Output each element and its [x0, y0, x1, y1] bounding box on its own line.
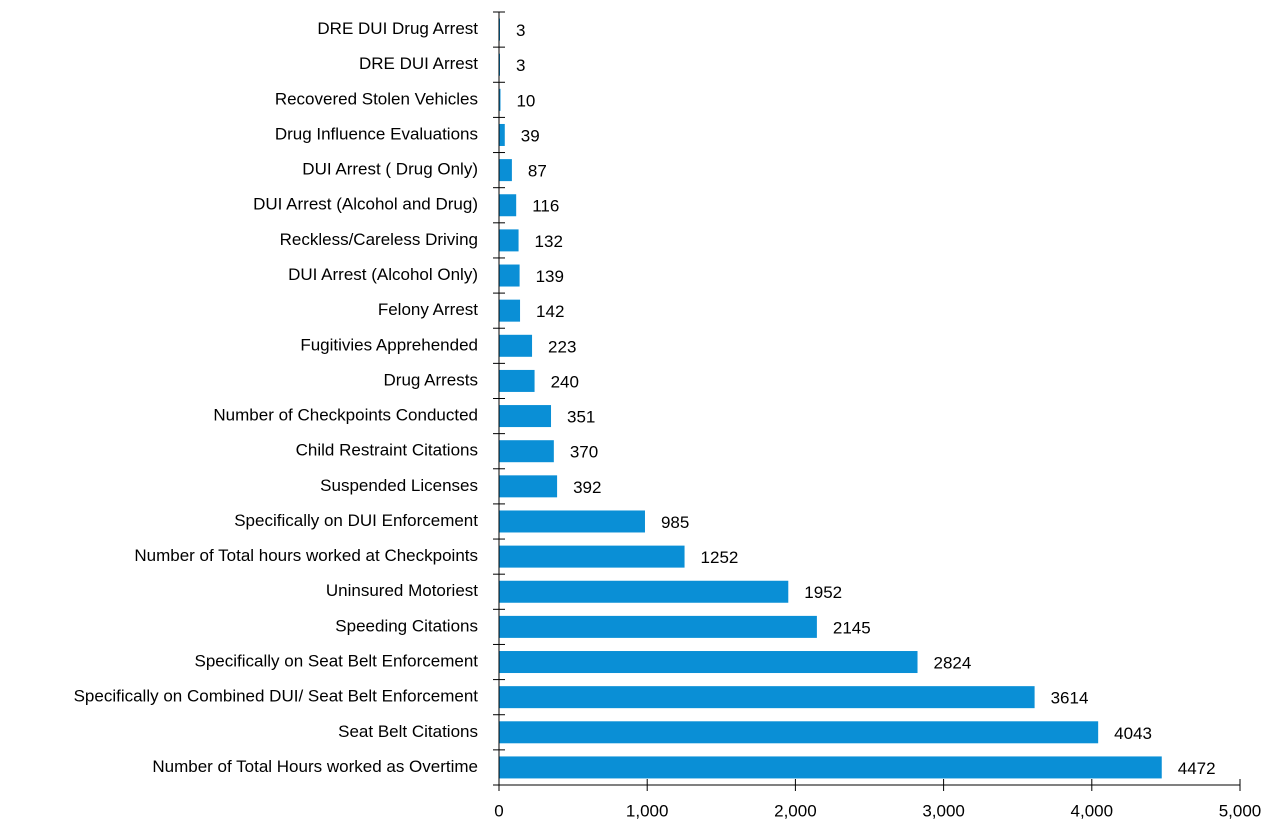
category-label: DRE DUI Arrest	[359, 54, 478, 73]
bar	[499, 440, 554, 463]
category-label: Child Restraint Citations	[296, 441, 478, 460]
value-label: 4472	[1178, 759, 1216, 778]
value-label: 10	[516, 91, 535, 110]
category-label: Seat Belt Citations	[338, 722, 478, 741]
value-label: 1952	[804, 583, 842, 602]
axes-layer	[493, 11, 1241, 791]
value-label: 4043	[1114, 724, 1152, 743]
value-label: 116	[532, 197, 559, 216]
category-label: DUI Arrest (Alcohol Only)	[288, 265, 478, 284]
bar	[499, 475, 558, 498]
bar	[499, 369, 535, 392]
bar	[499, 159, 512, 182]
value-label: 392	[573, 478, 601, 497]
bar	[499, 264, 520, 287]
category-label: Suspended Licenses	[320, 476, 478, 495]
value-label: 142	[536, 302, 564, 321]
bar	[499, 405, 552, 428]
bar	[499, 510, 645, 533]
x-tick-label: 5,000	[1219, 801, 1262, 820]
category-label: Drug Influence Evaluations	[275, 124, 478, 143]
bar	[499, 299, 521, 322]
value-label: 39	[521, 126, 540, 145]
bar	[499, 615, 817, 638]
bar	[499, 721, 1099, 744]
bar	[499, 580, 789, 603]
value-label: 139	[536, 267, 564, 286]
x-tick-label: 1,000	[626, 801, 669, 820]
category-label: Specifically on Seat Belt Enforcement	[195, 652, 479, 671]
value-label: 370	[570, 443, 598, 462]
category-label: Drug Arrests	[384, 370, 478, 389]
labels-layer: DRE DUI Drug Arrest 3 DRE DUI Arrest 3 Recov…	[74, 19, 1262, 820]
category-label: Uninsured Motoriest	[326, 581, 478, 600]
x-tick-label: 3,000	[922, 801, 965, 820]
bars-layer	[499, 18, 1162, 779]
category-label: Reckless/Careless Driving	[280, 230, 478, 249]
category-label: Fugitivies Apprehended	[300, 335, 478, 354]
category-label: Number of Total Hours worked as Overtime	[152, 757, 478, 776]
value-label: 1252	[701, 548, 739, 567]
value-label: 985	[661, 513, 689, 532]
category-label: Felony Arrest	[378, 300, 478, 319]
value-label: 3	[516, 21, 525, 40]
category-label: DUI Arrest ( Drug Only)	[302, 160, 478, 179]
value-label: 132	[535, 232, 563, 251]
x-tick-label: 0	[494, 801, 503, 820]
x-tick-label: 2,000	[774, 801, 817, 820]
value-label: 3614	[1051, 689, 1089, 708]
value-label: 87	[528, 162, 547, 181]
bar	[499, 545, 685, 568]
category-label: Number of Checkpoints Conducted	[213, 406, 478, 425]
category-label: Specifically on DUI Enforcement	[234, 511, 478, 530]
category-label: Number of Total hours worked at Checkpoi…	[134, 546, 478, 565]
value-label: 3	[516, 56, 525, 75]
value-label: 240	[551, 372, 579, 391]
category-label: Specifically on Combined DUI/ Seat Belt …	[74, 687, 479, 706]
bar	[499, 123, 505, 146]
value-label: 351	[567, 408, 595, 427]
category-label: DUI Arrest (Alcohol and Drug)	[253, 195, 478, 214]
bar	[499, 194, 517, 217]
bar	[499, 651, 918, 674]
value-label: 223	[548, 337, 576, 356]
bar	[499, 686, 1035, 709]
bar	[499, 334, 533, 357]
bar	[499, 756, 1162, 779]
x-tick-label: 4,000	[1071, 801, 1114, 820]
bar	[499, 229, 519, 252]
bar	[499, 88, 501, 111]
value-label: 2145	[833, 618, 871, 637]
category-label: Recovered Stolen Vehicles	[275, 89, 478, 108]
category-label: DRE DUI Drug Arrest	[317, 19, 478, 38]
value-label: 2824	[934, 654, 972, 673]
category-label: Speeding Citations	[335, 616, 478, 635]
